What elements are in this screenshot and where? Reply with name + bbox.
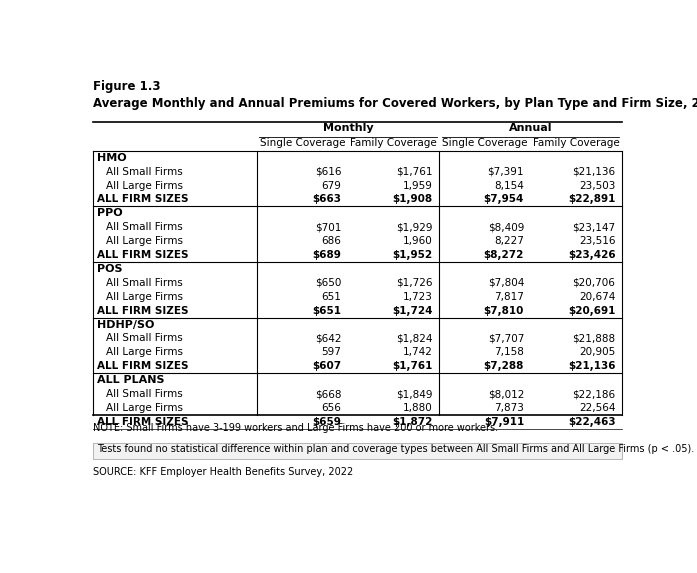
Text: 1,742: 1,742 — [403, 347, 433, 358]
Text: PPO: PPO — [97, 209, 123, 218]
Text: All Large Firms: All Large Firms — [106, 180, 183, 191]
Text: 1,723: 1,723 — [403, 292, 433, 302]
Text: $1,872: $1,872 — [392, 417, 433, 427]
Text: 8,227: 8,227 — [494, 236, 524, 246]
Text: $650: $650 — [315, 278, 342, 288]
Text: Monthly: Monthly — [323, 123, 374, 134]
Text: ALL FIRM SIZES: ALL FIRM SIZES — [97, 194, 188, 205]
Text: $8,409: $8,409 — [488, 222, 524, 232]
Text: All Small Firms: All Small Firms — [106, 222, 183, 232]
Text: SOURCE: KFF Employer Health Benefits Survey, 2022: SOURCE: KFF Employer Health Benefits Sur… — [93, 468, 353, 477]
Text: ALL FIRM SIZES: ALL FIRM SIZES — [97, 417, 188, 427]
Text: Figure 1.3: Figure 1.3 — [93, 80, 160, 93]
Text: 8,154: 8,154 — [494, 180, 524, 191]
Text: NOTE: Small Firms have 3-199 workers and Large Firms have 200 or more workers.: NOTE: Small Firms have 3-199 workers and… — [93, 423, 498, 433]
Text: $7,911: $7,911 — [484, 417, 524, 427]
Text: $1,824: $1,824 — [397, 333, 433, 343]
Text: $21,136: $21,136 — [572, 167, 615, 176]
Text: $616: $616 — [315, 167, 342, 176]
Text: $1,929: $1,929 — [397, 222, 433, 232]
Text: $1,761: $1,761 — [397, 167, 433, 176]
Text: $1,761: $1,761 — [392, 361, 433, 371]
Text: 20,905: 20,905 — [579, 347, 615, 358]
Text: Single Coverage: Single Coverage — [259, 138, 345, 148]
Text: Single Coverage: Single Coverage — [442, 138, 528, 148]
Text: $668: $668 — [315, 389, 342, 399]
Text: $23,147: $23,147 — [572, 222, 615, 232]
Text: All Small Firms: All Small Firms — [106, 333, 183, 343]
Text: $1,726: $1,726 — [397, 278, 433, 288]
Text: Annual: Annual — [509, 123, 552, 134]
Text: $1,849: $1,849 — [397, 389, 433, 399]
Text: 656: 656 — [321, 403, 342, 413]
Text: $8,012: $8,012 — [488, 389, 524, 399]
Text: 7,817: 7,817 — [494, 292, 524, 302]
Text: All Large Firms: All Large Firms — [106, 236, 183, 246]
Text: $7,810: $7,810 — [484, 305, 524, 316]
Text: $642: $642 — [315, 333, 342, 343]
Text: $20,706: $20,706 — [572, 278, 615, 288]
Text: $651: $651 — [312, 305, 342, 316]
Text: $659: $659 — [312, 417, 342, 427]
Text: 1,880: 1,880 — [403, 403, 433, 413]
Text: 686: 686 — [321, 236, 342, 246]
Text: ALL FIRM SIZES: ALL FIRM SIZES — [97, 250, 188, 260]
Text: 7,158: 7,158 — [494, 347, 524, 358]
Text: 597: 597 — [321, 347, 342, 358]
Text: $7,288: $7,288 — [484, 361, 524, 371]
Text: Family Coverage: Family Coverage — [533, 138, 620, 148]
Text: $1,908: $1,908 — [392, 194, 433, 205]
Text: ALL PLANS: ALL PLANS — [97, 375, 164, 385]
Text: 1,959: 1,959 — [403, 180, 433, 191]
Text: 651: 651 — [321, 292, 342, 302]
Text: $23,426: $23,426 — [568, 250, 615, 260]
Text: 20,674: 20,674 — [579, 292, 615, 302]
Text: $8,272: $8,272 — [484, 250, 524, 260]
Text: 1,960: 1,960 — [403, 236, 433, 246]
Text: ALL FIRM SIZES: ALL FIRM SIZES — [97, 305, 188, 316]
Text: $1,952: $1,952 — [392, 250, 433, 260]
Text: $21,136: $21,136 — [568, 361, 615, 371]
Text: $7,707: $7,707 — [488, 333, 524, 343]
Text: $689: $689 — [312, 250, 342, 260]
Text: POS: POS — [97, 264, 123, 274]
Text: Tests found no statistical difference within plan and coverage types between All: Tests found no statistical difference wi… — [97, 445, 694, 454]
Text: 23,503: 23,503 — [579, 180, 615, 191]
Text: All Large Firms: All Large Firms — [106, 403, 183, 413]
Text: $1,724: $1,724 — [392, 305, 433, 316]
Text: All Small Firms: All Small Firms — [106, 278, 183, 288]
Text: $22,891: $22,891 — [568, 194, 615, 205]
Text: Family Coverage: Family Coverage — [350, 138, 437, 148]
Text: $607: $607 — [312, 361, 342, 371]
FancyBboxPatch shape — [93, 443, 622, 460]
Text: All Large Firms: All Large Firms — [106, 292, 183, 302]
Text: $22,463: $22,463 — [568, 417, 615, 427]
Text: ALL FIRM SIZES: ALL FIRM SIZES — [97, 361, 188, 371]
Text: $663: $663 — [312, 194, 342, 205]
Text: All Small Firms: All Small Firms — [106, 167, 183, 176]
Text: $20,691: $20,691 — [568, 305, 615, 316]
Text: $7,954: $7,954 — [484, 194, 524, 205]
Text: Average Monthly and Annual Premiums for Covered Workers, by Plan Type and Firm S: Average Monthly and Annual Premiums for … — [93, 97, 697, 111]
Text: $701: $701 — [315, 222, 342, 232]
Text: $22,186: $22,186 — [572, 389, 615, 399]
Text: All Large Firms: All Large Firms — [106, 347, 183, 358]
Text: $21,888: $21,888 — [572, 333, 615, 343]
Text: 679: 679 — [321, 180, 342, 191]
Text: 23,516: 23,516 — [579, 236, 615, 246]
Text: 7,873: 7,873 — [494, 403, 524, 413]
Text: 22,564: 22,564 — [579, 403, 615, 413]
Text: $7,804: $7,804 — [488, 278, 524, 288]
Text: $7,391: $7,391 — [488, 167, 524, 176]
Text: All Small Firms: All Small Firms — [106, 389, 183, 399]
Text: HDHP/SO: HDHP/SO — [97, 320, 154, 329]
Text: HMO: HMO — [97, 153, 126, 163]
